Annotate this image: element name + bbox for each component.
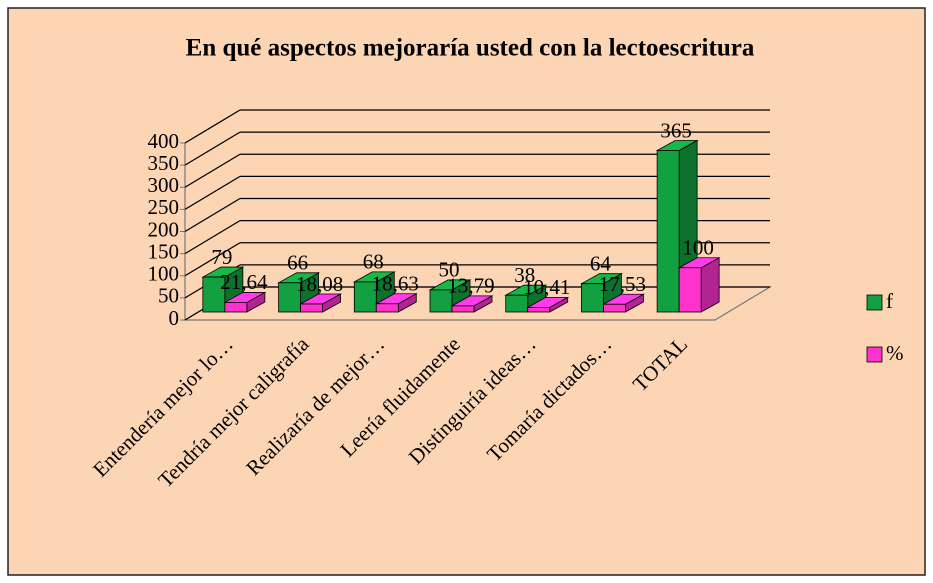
y-tick-label: 50 [158, 284, 179, 308]
data-label: 21,64 [220, 270, 268, 294]
data-label: 66 [287, 251, 308, 275]
bar [223, 291, 267, 313]
chart-title: En qué aspectos mejoraría usted con la l… [186, 35, 755, 62]
bar-front [603, 303, 626, 313]
bar-front [581, 283, 604, 313]
bar-front [353, 281, 377, 313]
bar [601, 293, 645, 313]
y-tick-label: 300 [148, 173, 180, 197]
legend-label: f [886, 289, 893, 313]
bar-front [451, 305, 475, 313]
data-label: 68 [363, 250, 384, 274]
data-label: 18,08 [296, 272, 343, 296]
grid-line [184, 242, 241, 277]
data-label: 17,53 [599, 272, 646, 296]
y-tick-label: 350 [148, 151, 180, 175]
data-label: 13,79 [447, 274, 494, 298]
bar-front [202, 276, 226, 313]
legend-swatch [866, 294, 883, 311]
grid-line [184, 153, 241, 188]
data-label: 10,41 [523, 275, 570, 299]
data-label: 50 [439, 258, 460, 282]
bar-front [678, 267, 702, 313]
bar-front [527, 306, 551, 313]
bar [450, 295, 494, 313]
legend-label: % [886, 341, 904, 365]
bar-front [375, 303, 399, 313]
bar-front [278, 282, 301, 313]
bar [677, 257, 721, 313]
y-tick-label: 0 [169, 306, 180, 330]
data-label: 100 [682, 236, 714, 260]
data-label: 38 [514, 263, 535, 287]
data-label: 64 [590, 251, 612, 275]
data-label: 18,63 [372, 272, 419, 296]
bar-front [300, 303, 323, 313]
grid-line [184, 220, 241, 255]
y-tick-label: 150 [148, 239, 180, 263]
data-label: 365 [660, 118, 692, 142]
bar-front [224, 302, 248, 313]
bar [374, 293, 418, 313]
grid-line [184, 131, 241, 166]
legend-swatch [866, 346, 883, 363]
grid-line [184, 197, 241, 233]
grid-line [184, 109, 241, 144]
y-tick-label: 400 [148, 129, 180, 153]
y-tick-label: 250 [148, 195, 180, 219]
bar [428, 279, 472, 313]
y-tick-label: 200 [148, 217, 180, 241]
data-label: 79 [211, 245, 232, 269]
bar [299, 293, 343, 313]
y-tick-label: 100 [148, 262, 180, 286]
bar [526, 296, 570, 313]
grid-line [184, 175, 241, 210]
bar-front [656, 150, 680, 313]
bar-front [429, 289, 453, 313]
bar-front [505, 294, 529, 313]
